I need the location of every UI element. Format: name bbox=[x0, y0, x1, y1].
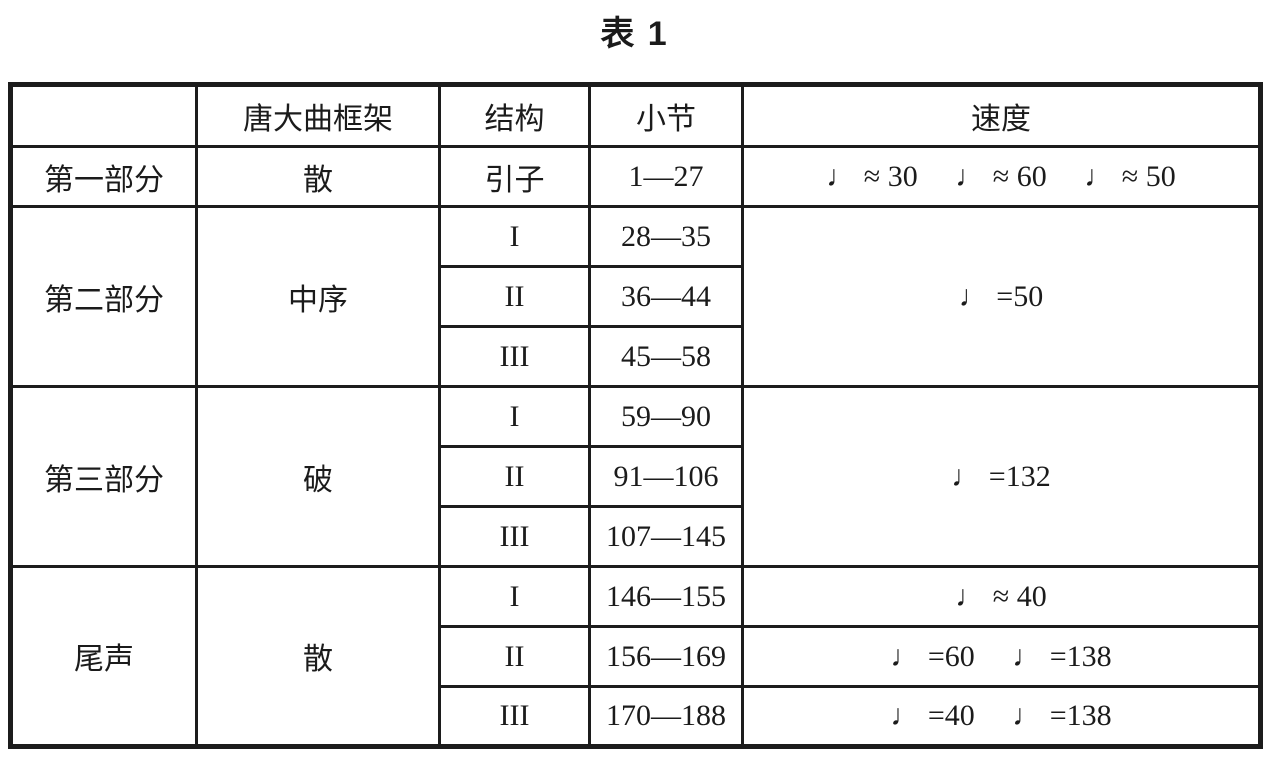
cell-measures: 156—169 bbox=[588, 625, 744, 688]
cell-structure: I bbox=[438, 385, 591, 448]
cell-part: 第三部分 bbox=[9, 385, 198, 568]
header-tempo: 速度 bbox=[741, 83, 1262, 148]
table-row: III 45—58 bbox=[11, 325, 1261, 388]
cell-structure: III bbox=[438, 685, 591, 748]
table-row: 第二部分 中序 I 28—35 ♩ =50 bbox=[9, 205, 1262, 388]
cell-tempo: ♩ =60 ♩ =138 bbox=[741, 625, 1262, 688]
cell-structure: I bbox=[438, 205, 591, 268]
cell-measures: 107—145 bbox=[588, 505, 744, 568]
header-structure: 结构 bbox=[438, 83, 591, 148]
header-measures: 小节 bbox=[588, 83, 744, 148]
cell-measures: 45—58 bbox=[588, 325, 744, 388]
cell-part: 尾声 bbox=[9, 565, 198, 748]
cell-framework: 散 bbox=[195, 565, 441, 748]
cell-framework: 中序 bbox=[195, 205, 441, 388]
cell-measures: 146—155 bbox=[588, 565, 744, 628]
cell-tempo: ♩ =50 bbox=[741, 205, 1262, 388]
structure-table: 唐大曲框架 结构 小节 速度 第一部分 散 引子 1—27 ♩ ≈ 30 ♩ ≈… bbox=[8, 82, 1263, 749]
header-framework: 唐大曲框架 bbox=[195, 83, 441, 148]
table-row: III 170—188 ♩ =40 ♩ =138 bbox=[11, 685, 1262, 748]
cell-measures: 59—90 bbox=[588, 385, 744, 448]
cell-part: 第二部分 bbox=[9, 205, 198, 388]
table-row: III 107—145 bbox=[11, 505, 1261, 568]
cell-measures: 1—27 bbox=[588, 145, 744, 208]
cell-part: 第一部分 bbox=[9, 145, 198, 208]
cell-tempo: ♩ =40 ♩ =138 bbox=[741, 685, 1262, 748]
cell-structure: I bbox=[438, 565, 591, 628]
table-row: 尾声 散 I 146—155 ♩ ≈ 40 bbox=[9, 565, 1262, 748]
cell-measures: 91—106 bbox=[588, 445, 744, 508]
cell-measures: 28—35 bbox=[588, 205, 744, 268]
cell-framework: 散 bbox=[195, 145, 441, 208]
cell-structure: II bbox=[438, 625, 591, 688]
cell-structure: 引子 bbox=[438, 145, 591, 208]
table-row: II 156—169 ♩ =60 ♩ =138 bbox=[11, 625, 1262, 688]
cell-structure: III bbox=[438, 325, 591, 388]
cell-measures: 170—188 bbox=[588, 685, 744, 748]
cell-tempo: ♩ =132 bbox=[741, 385, 1262, 568]
table-row: 第一部分 散 引子 1—27 ♩ ≈ 30 ♩ ≈ 60 ♩ ≈ 50 bbox=[9, 145, 1262, 208]
table-row: II 36—44 bbox=[11, 265, 1261, 328]
cell-structure: II bbox=[438, 265, 591, 328]
cell-measures: 36—44 bbox=[588, 265, 744, 328]
cell-framework: 破 bbox=[195, 385, 441, 568]
cell-tempo: ♩ ≈ 40 bbox=[741, 565, 1262, 628]
cell-structure: II bbox=[438, 445, 591, 508]
cell-structure: III bbox=[438, 505, 591, 568]
table-title: 表 1 bbox=[600, 15, 669, 53]
header-row: 唐大曲框架 结构 小节 速度 bbox=[9, 83, 1262, 148]
table-row: II 91—106 bbox=[11, 445, 1261, 508]
table-row: 第三部分 破 I 59—90 ♩ =132 bbox=[9, 385, 1262, 568]
header-part bbox=[9, 83, 198, 148]
cell-tempo: ♩ ≈ 30 ♩ ≈ 60 ♩ ≈ 50 bbox=[741, 145, 1262, 208]
